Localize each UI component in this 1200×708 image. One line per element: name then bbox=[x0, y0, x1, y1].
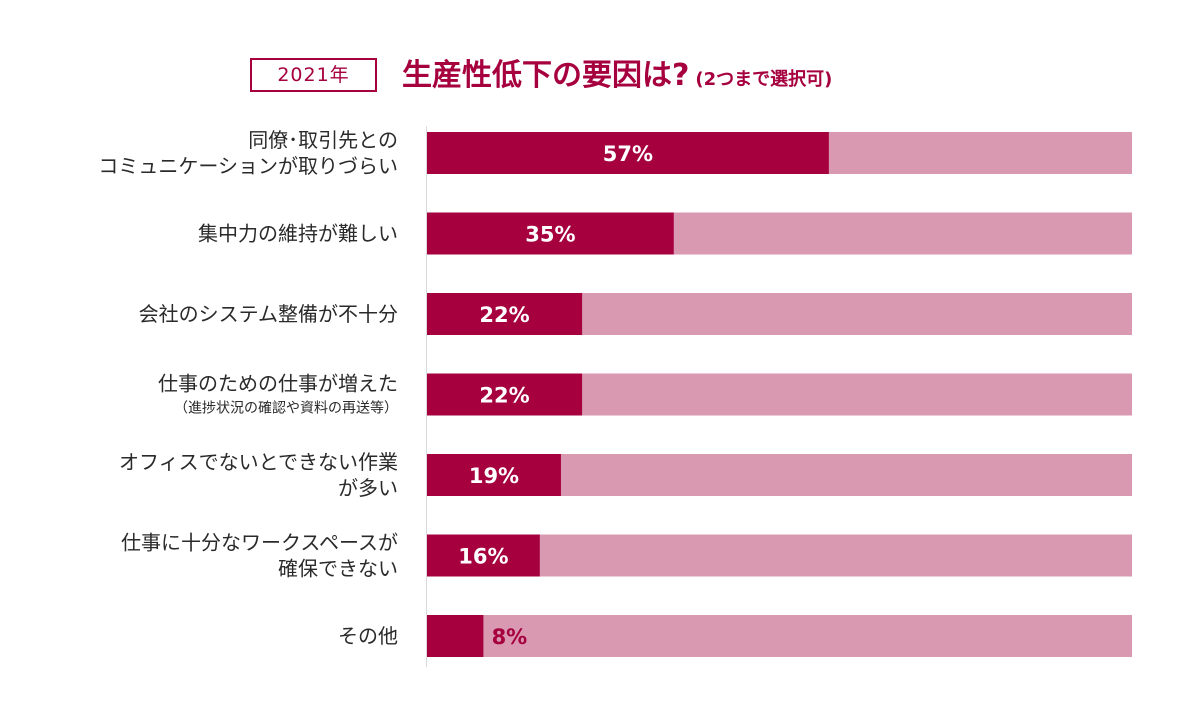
category-label: 同僚･取引先との bbox=[248, 128, 398, 152]
category-label: オフィスでないとできない作業 bbox=[119, 450, 398, 474]
category-label: 確保できない bbox=[278, 557, 398, 581]
data-label: 8% bbox=[492, 625, 528, 649]
category-label: が多い bbox=[338, 476, 398, 500]
data-label: 22% bbox=[479, 384, 529, 408]
bar-track bbox=[427, 615, 1132, 657]
data-label: 16% bbox=[458, 545, 508, 569]
category-label: 仕事のための仕事が増えた bbox=[158, 372, 398, 396]
chart-title: 生産性低下の要因は? (2つまで選択可) bbox=[402, 56, 832, 96]
bar bbox=[427, 132, 829, 174]
category-label: 集中力の維持が難しい bbox=[198, 222, 398, 246]
bar-track bbox=[427, 534, 1132, 577]
bar bbox=[427, 212, 674, 255]
year-badge: 2021年 bbox=[250, 58, 377, 92]
category-label: コミュニケーションが取りづらい bbox=[98, 154, 398, 178]
category-label: 仕事に十分なワークスペースが bbox=[121, 531, 398, 555]
bar bbox=[427, 293, 583, 335]
category-sublabel: （進捗状況の確認や資料の再送等） bbox=[174, 400, 398, 417]
data-label: 57% bbox=[603, 142, 653, 166]
chart-title-main: 生産性低下の要因は? bbox=[402, 58, 690, 93]
category-label: 会社のシステム整備が不十分 bbox=[139, 302, 398, 326]
bar bbox=[427, 454, 561, 496]
bar bbox=[427, 534, 540, 577]
data-label: 19% bbox=[469, 464, 519, 488]
chart-title-note: (2つまで選択可) bbox=[695, 69, 833, 90]
bar bbox=[427, 373, 583, 416]
data-label: 35% bbox=[525, 223, 575, 247]
bar bbox=[427, 615, 484, 657]
data-label: 22% bbox=[479, 303, 529, 327]
category-label: その他 bbox=[338, 624, 398, 648]
